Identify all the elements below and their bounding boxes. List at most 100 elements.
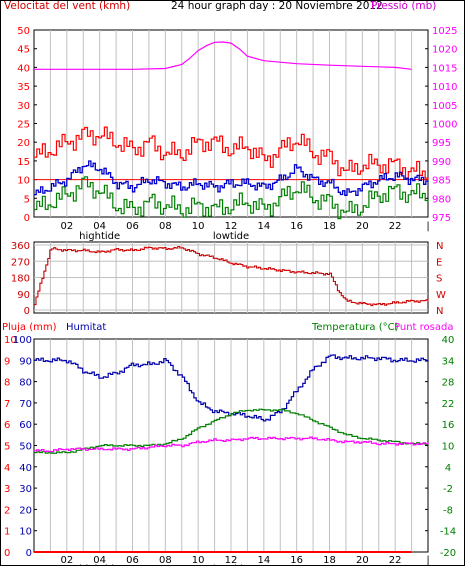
wind-axis-tick: 5: [24, 194, 30, 205]
humidity-axis-tick: 0: [26, 548, 32, 559]
pressure-axis-tick: 995: [432, 138, 451, 149]
compass-label: W: [436, 290, 446, 301]
wind-title: Velocitat del vent (kmh): [4, 0, 131, 12]
temperature-axis-tick: 10: [442, 442, 455, 453]
dewpoint-title: Punt rosada: [394, 322, 453, 333]
hour-tick-label: 02: [60, 555, 73, 566]
compass-label: N: [436, 306, 443, 317]
humidity-axis-tick: 30: [19, 484, 32, 495]
temperature-axis-tick: -14: [440, 527, 456, 538]
wind-axis-tick: 35: [17, 82, 30, 93]
wind-axis-tick: 15: [17, 157, 30, 168]
rain-axis-tick: 0: [4, 548, 10, 559]
chart-date-title: 24 hour graph day : 20 Noviembre 2012: [171, 0, 383, 12]
pressure-axis-tick: 1025: [432, 26, 457, 37]
hour-tick-label: 18: [323, 221, 336, 232]
wind-axis-tick: 0: [24, 213, 30, 224]
temperature-line: [34, 408, 429, 454]
direction-axis-tick: 270: [11, 257, 30, 268]
pressure-axis-tick: 1015: [432, 63, 457, 74]
wind-min-line: [34, 176, 429, 220]
hour-tick-label: 10: [192, 221, 205, 232]
hour-tick-label: |: [426, 221, 429, 232]
wind-axis-tick: 10: [17, 176, 30, 187]
wind-axis-tick: 25: [17, 120, 30, 131]
pressure-axis-tick: 990: [432, 157, 451, 168]
wind-avg-line: [34, 160, 429, 196]
compass-label: S: [436, 274, 442, 285]
direction-axis-tick: 90: [17, 290, 30, 301]
wind-axis-tick: 20: [17, 138, 30, 149]
rain-axis-tick: 8: [4, 378, 10, 389]
hour-tick-label: 16: [290, 221, 303, 232]
temperature-axis-tick: 22: [442, 399, 455, 410]
rain-axis-tick: 9: [4, 356, 10, 367]
dewpoint-line: [34, 436, 429, 453]
temperature-axis-tick: 28: [442, 378, 455, 389]
hour-tick-label: 04: [93, 221, 106, 232]
hour-tick-label: 16: [290, 555, 303, 566]
hour-tick-label: 08: [159, 555, 172, 566]
wind-gust-line: [34, 126, 429, 180]
wind-axis-tick: 40: [17, 63, 30, 74]
direction-axis-tick: 0: [24, 306, 30, 317]
humidity-axis-tick: 80: [19, 378, 32, 389]
temperature-axis-tick: 4: [445, 463, 451, 474]
hour-tick-label: 08: [159, 221, 172, 232]
tide-label-low: lowtide: [213, 564, 249, 566]
hour-tick-label: |: [426, 555, 429, 566]
humidity-axis-tick: 70: [19, 399, 32, 410]
humidity-axis-tick: 60: [19, 420, 32, 431]
rain-axis-tick: 7: [4, 399, 10, 410]
rain-axis-tick: 5: [4, 442, 10, 453]
temperature-axis-tick: -2: [443, 484, 453, 495]
wind-axis-tick: 45: [17, 45, 30, 56]
compass-label: E: [436, 257, 442, 268]
hour-tick-label: 14: [257, 555, 270, 566]
hour-tick-label: 06: [126, 221, 139, 232]
hour-tick-label: 12: [225, 555, 238, 566]
hour-tick-label: 02: [60, 221, 73, 232]
compass-label: N: [436, 241, 443, 252]
temperature-axis-tick: 40: [442, 335, 455, 346]
pressure-axis-tick: 1005: [432, 101, 457, 112]
tide-label-low: lowtide: [213, 231, 249, 242]
rain-axis-tick: 4: [4, 463, 10, 474]
pressure-title: Pressió (mb): [371, 0, 437, 12]
hour-tick-label: 22: [389, 221, 402, 232]
tide-label-high: hightide: [79, 231, 120, 242]
temperature-axis-tick: 16: [442, 420, 455, 431]
pressure-line: [34, 41, 412, 70]
temperature-axis-tick: -20: [440, 548, 456, 559]
temperature-title: Temperatura (°C): [311, 322, 399, 333]
humidity-axis-tick: 10: [19, 527, 32, 538]
hour-tick-label: 22: [389, 555, 402, 566]
direction-axis-tick: 360: [11, 241, 30, 252]
hour-tick-label: 04: [93, 555, 106, 566]
humidity-axis-tick: 100: [13, 335, 32, 346]
rain-axis-tick: 3: [4, 484, 10, 495]
pressure-axis-tick: 1020: [432, 45, 457, 56]
wind-axis-tick: 30: [17, 101, 30, 112]
hour-tick-label: 12: [225, 221, 238, 232]
rain-axis-tick: 10: [4, 335, 17, 346]
pressure-axis-tick: 975: [432, 213, 451, 224]
rain-axis-tick: 1: [4, 527, 10, 538]
pressure-axis-tick: 980: [432, 194, 451, 205]
humidity-axis-tick: 40: [19, 463, 32, 474]
wind-axis-tick: 50: [17, 26, 30, 37]
hour-tick-label: 20: [356, 221, 369, 232]
humidity-title: Humitat: [66, 322, 106, 333]
hour-tick-label: 20: [356, 555, 369, 566]
rain-axis-tick: 6: [4, 420, 10, 431]
tide-label-high: hightide: [79, 564, 120, 566]
rain-title: Pluja (mm): [2, 322, 57, 333]
hour-tick-label: 06: [126, 555, 139, 566]
direction-line: [34, 245, 429, 307]
hour-tick-label: 18: [323, 555, 336, 566]
pressure-axis-tick: 985: [432, 176, 451, 187]
hour-tick-label: 14: [257, 221, 270, 232]
temperature-axis-tick: 34: [442, 356, 455, 367]
humidity-axis-tick: 20: [19, 505, 32, 516]
